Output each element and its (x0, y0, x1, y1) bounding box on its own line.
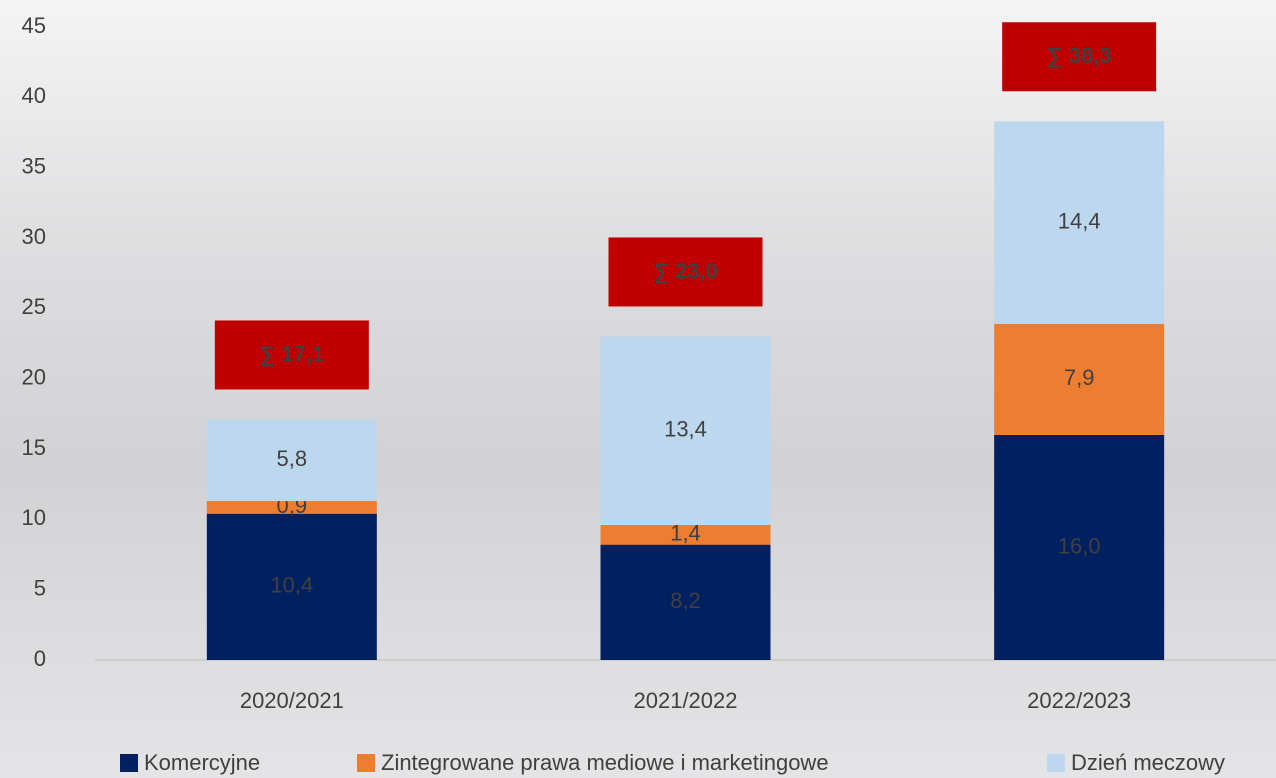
x-tick-label: 2021/2022 (634, 688, 738, 713)
bar-segment (600, 336, 771, 525)
x-tick-label: 2020/2021 (240, 688, 344, 713)
x-tick-label: 2022/2023 (1027, 688, 1131, 713)
bar-segment (206, 501, 377, 514)
total-box (1002, 22, 1157, 92)
total-label: ∑ 23,0 (653, 258, 718, 283)
total-label: ∑ 17,1 (260, 341, 325, 366)
y-tick-label: 45 (22, 13, 46, 38)
bar-segment (206, 513, 377, 660)
legend-swatch (120, 754, 138, 772)
y-tick-label: 30 (22, 224, 46, 249)
y-tick-label: 35 (22, 153, 46, 178)
y-tick-label: 10 (22, 505, 46, 530)
y-tick-label: 5 (34, 575, 46, 600)
legend-swatch (357, 754, 375, 772)
value-label: 14,4 (1058, 208, 1101, 233)
bar-segment (994, 434, 1165, 660)
legend-label: Dzień meczowy (1071, 750, 1225, 775)
total-box (608, 237, 763, 307)
value-label: 16,0 (1058, 533, 1101, 558)
bar-segment (600, 524, 771, 545)
value-label: 5,8 (277, 446, 308, 471)
legend-swatch (1047, 754, 1065, 772)
bar-segment (994, 323, 1165, 435)
y-tick-label: 40 (22, 83, 46, 108)
total-label: ∑ 38,3 (1047, 43, 1112, 68)
legend-label: Zintegrowane prawa mediowe i marketingow… (381, 750, 829, 775)
total-box (214, 320, 369, 390)
legend-label: Komercyjne (144, 750, 260, 775)
value-label: 10,4 (270, 573, 313, 598)
value-label: 7,9 (1064, 365, 1095, 390)
bar-segment (994, 121, 1165, 324)
value-label: 8,2 (670, 588, 701, 613)
bar-segment (206, 419, 377, 502)
value-label: 13,4 (664, 417, 707, 442)
y-tick-label: 20 (22, 364, 46, 389)
y-tick-label: 0 (34, 646, 46, 671)
bar-segment (600, 544, 771, 660)
y-tick-label: 25 (22, 294, 46, 319)
y-tick-label: 15 (22, 435, 46, 460)
